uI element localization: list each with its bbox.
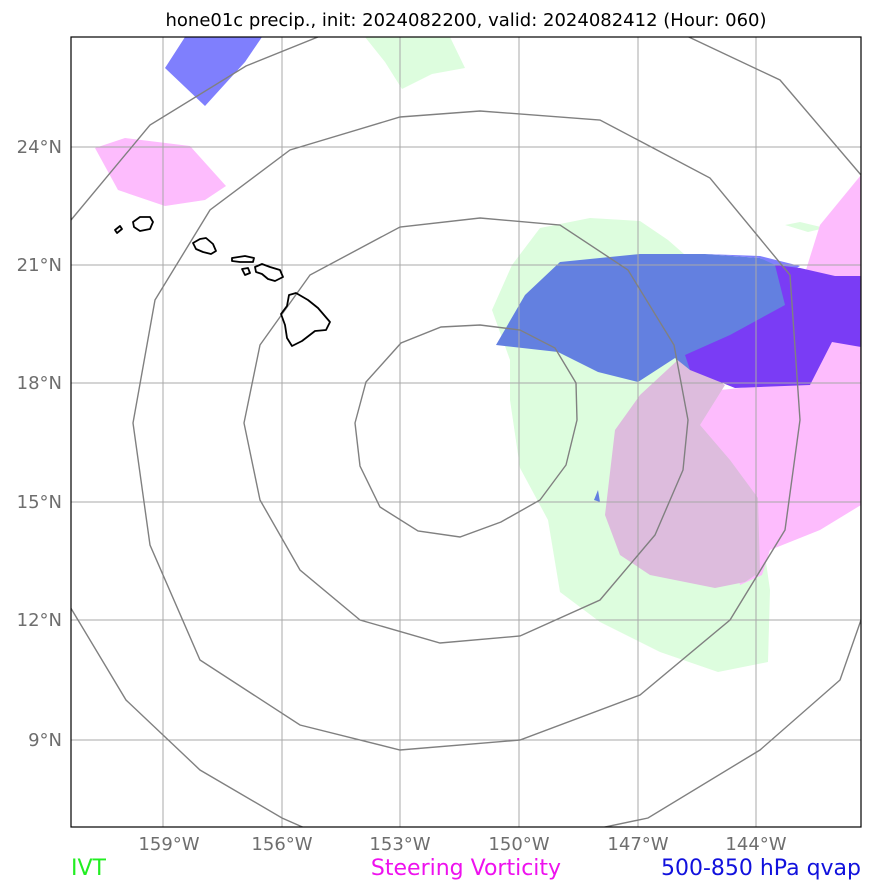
island-oahu — [192, 237, 217, 255]
range-ring-3 — [132, 110, 801, 751]
lat-label-15n: 15°N — [17, 492, 62, 513]
range-ring-1 — [354, 324, 578, 538]
island-niihau — [114, 225, 123, 234]
lat-label-24n: 24°N — [17, 137, 62, 158]
hawaii-coastlines — [114, 216, 331, 347]
longitude-labels: 159°W 156°W 153°W 150°W 147°W 144°W — [138, 834, 786, 855]
graticule — [71, 37, 861, 827]
range-rings — [71, 37, 861, 827]
lon-label-156w: 156°W — [251, 834, 312, 855]
legend-qvap-label: 500-850 hPa qvap — [661, 856, 861, 881]
ivt-region-north — [365, 37, 465, 89]
map-plot-area — [71, 37, 861, 827]
range-ring-2 — [243, 217, 689, 644]
lat-label-21n: 21°N — [17, 255, 62, 276]
island-molokai — [231, 255, 255, 263]
qvap-region-small — [594, 490, 600, 502]
legend: IVT Steering Vorticity 500-850 hPa qvap — [71, 856, 861, 881]
lon-label-144w: 144°W — [725, 834, 786, 855]
overlap-mauve-region — [605, 358, 760, 588]
legend-ivt-label: IVT — [71, 856, 107, 881]
latitude-labels: 24°N 21°N 18°N 15°N 12°N 9°N — [17, 137, 62, 751]
ivt-region-ne — [785, 222, 825, 232]
range-ring-4 — [71, 37, 861, 827]
lat-label-12n: 12°N — [17, 610, 62, 631]
lat-label-18n: 18°N — [17, 373, 62, 394]
overlap-purple-region — [685, 265, 861, 388]
vorticity-region-west — [95, 138, 226, 206]
lon-label-153w: 153°W — [369, 834, 430, 855]
lon-label-150w: 150°W — [488, 834, 549, 855]
lon-label-159w: 159°W — [138, 834, 199, 855]
map-title: hone01c precip., init: 2024082200, valid… — [165, 10, 766, 31]
island-maui — [254, 263, 284, 282]
lon-label-147w: 147°W — [607, 834, 668, 855]
qvap-region-north — [165, 37, 262, 106]
lat-label-9n: 9°N — [28, 730, 62, 751]
island-kauai — [132, 216, 154, 232]
island-hawaii — [280, 292, 331, 347]
map-frame — [70, 36, 862, 828]
island-lanai — [241, 267, 251, 276]
legend-vorticity-label: Steering Vorticity — [371, 856, 561, 881]
